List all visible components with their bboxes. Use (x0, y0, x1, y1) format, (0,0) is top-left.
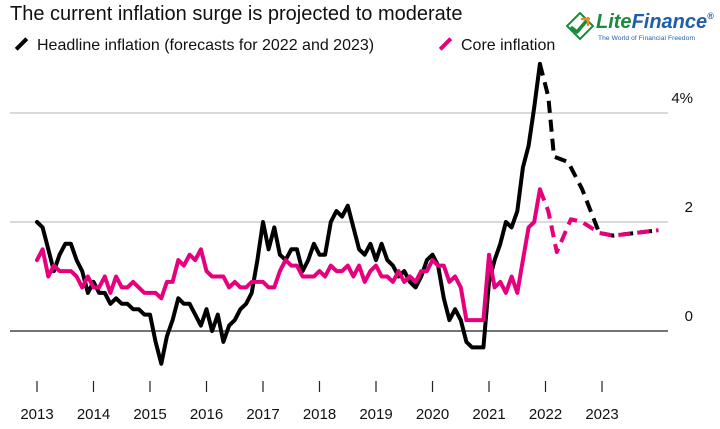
logo-word-finance: Finance (631, 11, 708, 33)
logo-word-lite: Lite (596, 11, 632, 33)
x-tick-label: 2022 (529, 406, 562, 423)
series-forecast-core (538, 188, 659, 254)
x-tick-label: 2013 (20, 406, 53, 423)
series-line-headline (35, 61, 542, 366)
legend-entry-core: Core inflation (438, 37, 555, 55)
series-forecast-headline (537, 63, 659, 238)
x-tick-label: 2020 (416, 406, 449, 423)
x-tick-label: 2023 (585, 406, 618, 423)
legend-label-core: Core inflation (461, 37, 556, 54)
x-tick-label: 2014 (77, 406, 110, 423)
litefinance-logo-wordmark: LiteFinance® (596, 11, 714, 34)
x-tick-label: 2016 (190, 406, 223, 423)
x-tick-label: 2015 (133, 406, 166, 423)
chart-title: The current inflation surge is projected… (10, 3, 463, 25)
series-line-core (35, 187, 542, 323)
logo-tagline: The World of Financial Freedom (598, 35, 696, 42)
x-tick-label: 2021 (472, 406, 505, 423)
y-tick-label: 4% (671, 90, 693, 107)
series-layer (35, 61, 659, 366)
litefinance-logo: LiteFinance® The World of Financial Free… (562, 8, 720, 50)
legend-entry-headline: Headline inflation (forecasts for 2022 a… (14, 37, 374, 55)
x-tick-label: 2018 (303, 406, 336, 423)
grid-layer (10, 112, 668, 392)
y-tick-label: 2 (685, 199, 693, 216)
legend-label-headline: Headline inflation (forecasts for 2022 a… (37, 37, 375, 54)
x-tick-label: 2017 (246, 406, 279, 423)
logo-registered-mark: ® (707, 11, 714, 21)
label-layer: 0 2 4% 2013 2014 2015 2016 2017 2018 2019 2020 2021… (20, 90, 693, 423)
y-tick-label: 0 (685, 308, 693, 325)
litefinance-logo-mark (566, 12, 594, 40)
x-tick-label: 2019 (359, 406, 392, 423)
